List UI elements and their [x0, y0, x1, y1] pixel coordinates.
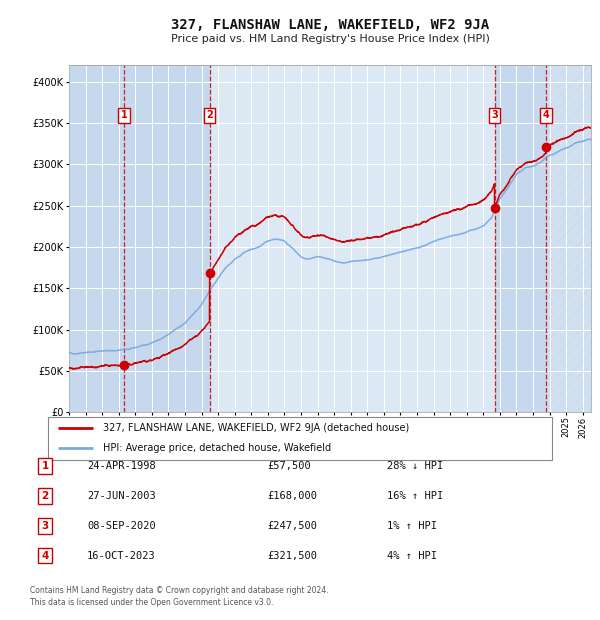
Text: 2: 2 — [41, 491, 49, 501]
Text: 1% ↑ HPI: 1% ↑ HPI — [387, 521, 437, 531]
Text: 3: 3 — [491, 110, 498, 120]
FancyBboxPatch shape — [48, 417, 552, 460]
Text: 28% ↓ HPI: 28% ↓ HPI — [387, 461, 443, 471]
Text: 08-SEP-2020: 08-SEP-2020 — [87, 521, 156, 531]
Text: 327, FLANSHAW LANE, WAKEFIELD, WF2 9JA (detached house): 327, FLANSHAW LANE, WAKEFIELD, WF2 9JA (… — [103, 423, 410, 433]
Text: £57,500: £57,500 — [267, 461, 311, 471]
Bar — [546, 65, 591, 412]
Text: 4% ↑ HPI: 4% ↑ HPI — [387, 551, 437, 560]
Text: 16% ↑ HPI: 16% ↑ HPI — [387, 491, 443, 501]
Text: HPI: Average price, detached house, Wakefield: HPI: Average price, detached house, Wake… — [103, 443, 332, 453]
Text: 4: 4 — [41, 551, 49, 560]
Text: 1: 1 — [121, 110, 127, 120]
Text: £321,500: £321,500 — [267, 551, 317, 560]
Text: £247,500: £247,500 — [267, 521, 317, 531]
Text: 327, FLANSHAW LANE, WAKEFIELD, WF2 9JA: 327, FLANSHAW LANE, WAKEFIELD, WF2 9JA — [171, 18, 489, 32]
Text: 16-OCT-2023: 16-OCT-2023 — [87, 551, 156, 560]
Text: 27-JUN-2003: 27-JUN-2003 — [87, 491, 156, 501]
Bar — [494, 65, 546, 412]
Text: 1: 1 — [41, 461, 49, 471]
Text: Price paid vs. HM Land Registry's House Price Index (HPI): Price paid vs. HM Land Registry's House … — [170, 34, 490, 44]
Text: £168,000: £168,000 — [267, 491, 317, 501]
Bar — [124, 65, 209, 412]
Text: 3: 3 — [41, 521, 49, 531]
Bar — [69, 65, 124, 412]
Text: 4: 4 — [543, 110, 550, 120]
Text: 24-APR-1998: 24-APR-1998 — [87, 461, 156, 471]
Text: 2: 2 — [206, 110, 213, 120]
Text: Contains HM Land Registry data © Crown copyright and database right 2024.
This d: Contains HM Land Registry data © Crown c… — [30, 586, 329, 607]
